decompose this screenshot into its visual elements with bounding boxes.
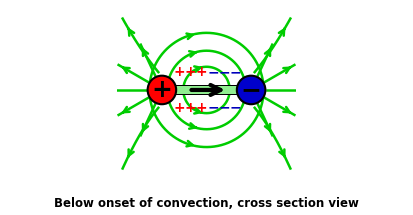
Text: +: + bbox=[185, 65, 196, 79]
Text: Below onset of convection, cross section view: Below onset of convection, cross section… bbox=[54, 197, 359, 210]
Text: +: + bbox=[174, 65, 185, 79]
Text: −: − bbox=[229, 65, 241, 79]
Text: −: − bbox=[208, 65, 219, 79]
Circle shape bbox=[237, 76, 266, 104]
Text: +: + bbox=[195, 101, 207, 115]
Bar bbox=[162, 85, 251, 95]
Text: −: − bbox=[208, 101, 219, 115]
Text: +: + bbox=[185, 101, 196, 115]
Text: +: + bbox=[174, 101, 185, 115]
Text: −: − bbox=[229, 101, 241, 115]
Text: +: + bbox=[195, 65, 207, 79]
Text: −: − bbox=[241, 78, 261, 102]
Bar bbox=[163, 86, 250, 94]
Text: +: + bbox=[152, 78, 172, 102]
Circle shape bbox=[147, 76, 176, 104]
Text: −: − bbox=[218, 65, 230, 79]
Text: −: − bbox=[218, 101, 230, 115]
